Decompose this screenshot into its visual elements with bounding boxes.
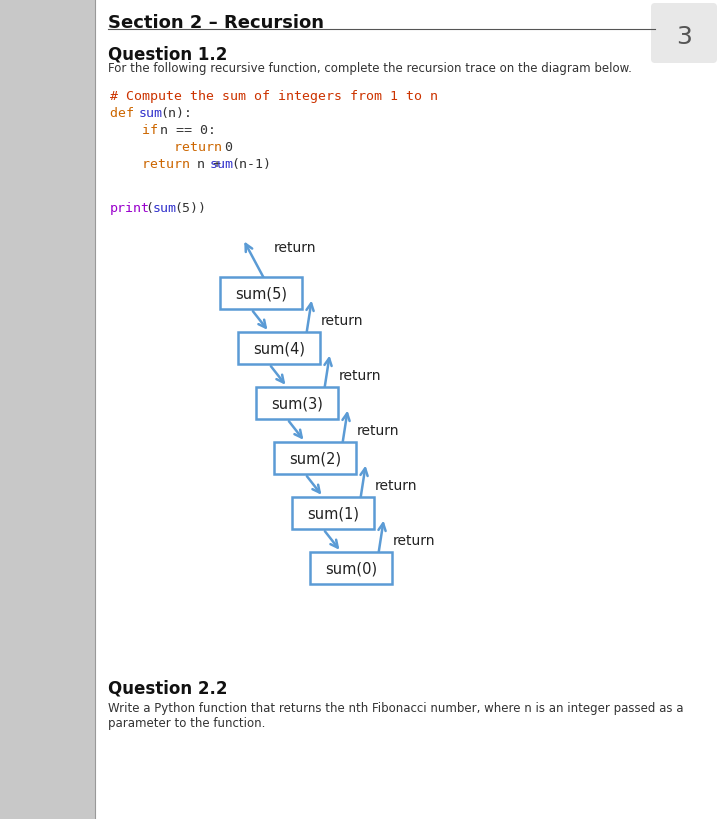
Text: sum(3): sum(3): [271, 396, 323, 411]
Text: return: return: [392, 533, 435, 547]
FancyBboxPatch shape: [292, 497, 374, 529]
Text: sum(5): sum(5): [235, 286, 287, 301]
Text: return: return: [374, 478, 417, 492]
Text: # Compute the sum of integers from 1 to n: # Compute the sum of integers from 1 to …: [110, 90, 438, 103]
FancyBboxPatch shape: [238, 333, 320, 364]
Text: Write a Python function that returns the nth Fibonacci number, where n is an int: Write a Python function that returns the…: [108, 701, 683, 729]
FancyBboxPatch shape: [310, 552, 392, 584]
FancyBboxPatch shape: [651, 4, 717, 64]
Text: 0: 0: [217, 141, 233, 154]
FancyBboxPatch shape: [256, 387, 338, 419]
Text: print: print: [110, 201, 150, 215]
Text: n +: n +: [189, 158, 229, 171]
Text: return: return: [110, 141, 222, 154]
Text: (: (: [145, 201, 154, 215]
Text: return: return: [338, 369, 381, 382]
Text: def: def: [110, 106, 142, 120]
Text: sum(1): sum(1): [307, 506, 359, 521]
FancyBboxPatch shape: [220, 278, 302, 310]
Text: n == 0:: n == 0:: [160, 124, 216, 137]
Text: sum: sum: [138, 106, 163, 120]
Bar: [0, 0, 95, 819]
Text: Section 2 – Recursion: Section 2 – Recursion: [108, 14, 324, 32]
Text: if: if: [110, 124, 166, 137]
Bar: [95, 0, 720, 819]
Text: return: return: [320, 314, 363, 328]
Text: Question 2.2: Question 2.2: [108, 679, 228, 697]
Text: sum(2): sum(2): [289, 451, 341, 466]
Text: 3: 3: [676, 25, 692, 49]
Text: For the following recursive function, complete the recursion trace on the diagra: For the following recursive function, co…: [108, 62, 632, 75]
Text: sum: sum: [210, 158, 234, 171]
Text: sum(0): sum(0): [325, 561, 377, 576]
Text: sum: sum: [153, 201, 177, 215]
Text: Question 1.2: Question 1.2: [108, 45, 228, 63]
Text: return: return: [110, 158, 190, 171]
Text: (5)): (5)): [174, 201, 207, 215]
Text: (n-1): (n-1): [232, 158, 271, 171]
Text: return: return: [356, 423, 399, 437]
Text: return: return: [274, 241, 316, 255]
Text: sum(4): sum(4): [253, 341, 305, 356]
Text: (n):: (n):: [160, 106, 192, 120]
FancyBboxPatch shape: [274, 442, 356, 474]
